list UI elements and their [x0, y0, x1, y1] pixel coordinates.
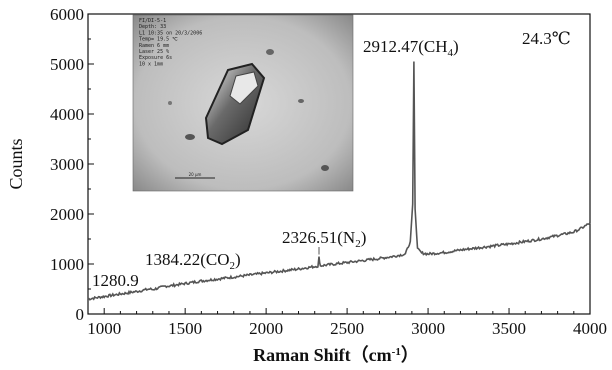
y-tick-label: 0: [76, 305, 85, 324]
inset-text-line: FI/DI-5-1: [139, 18, 166, 24]
peak-label-text: 1384.22(CO: [145, 250, 230, 269]
x-tick-label: 2000: [249, 319, 283, 338]
peak-label: 1384.22(CO2): [145, 250, 241, 272]
inset-text-line: Ramen 6 mm: [139, 43, 169, 49]
y-tick-label: 3000: [50, 155, 84, 174]
peak-label-text: 2912.47(CH: [363, 37, 448, 56]
x-tick-label: 2500: [330, 319, 364, 338]
y-axis-title: Counts: [6, 138, 26, 189]
peak-label: 1280.9: [92, 271, 139, 290]
y-tick-label: 6000: [50, 5, 84, 24]
x-tick-label: 3000: [411, 319, 445, 338]
peak-label-text: 1280.9: [92, 271, 139, 290]
inclusion-speck: [321, 165, 329, 171]
x-axis-title-sup: -1: [392, 346, 401, 358]
inset-text-line: 10 x 1mm: [139, 61, 163, 67]
spectrum-line: [87, 61, 591, 301]
peak-label-close: ): [235, 250, 241, 269]
y-tick-label: 1000: [50, 255, 84, 274]
vapor-bubble: [229, 71, 259, 105]
peak-label: 2326.51(N2): [282, 228, 366, 250]
x-tick-label: 1000: [87, 319, 121, 338]
inset-text-line: Exposure 6s: [139, 55, 172, 61]
peak-label-close: ): [361, 228, 367, 247]
inset-text-line: L1 10:35 on 20/3/2006: [139, 30, 202, 36]
x-tick-label: 3500: [492, 319, 526, 338]
y-tick-label: 5000: [50, 55, 84, 74]
inset-text-line: Laser 25 %: [139, 49, 169, 55]
peak-label: 2912.47(CH4): [363, 37, 459, 59]
x-axis-title-close: ）: [401, 345, 419, 365]
temperature-label: 24.3℃: [522, 29, 571, 48]
y-axis: 0 1000 2000 3000 4000 5000 6000: [50, 5, 94, 324]
inclusion-speck: [168, 101, 172, 105]
x-axis-title: Raman Shift（cm-1）: [253, 345, 419, 365]
peak-label-subscript: 2: [230, 260, 236, 272]
inclusion-speck: [185, 134, 195, 140]
x-tick-label: 4000: [573, 319, 607, 338]
peak-label-subscript: 2: [355, 238, 361, 250]
inclusion-speck: [298, 99, 304, 103]
peak-label-close: ): [453, 37, 459, 56]
inset-text-line: Depth: 33: [139, 24, 166, 30]
peak-annotations: 1280.91384.22(CO2)2326.51(N2)2912.47(CH4…: [92, 37, 459, 290]
peak-label-subscript: 4: [448, 47, 454, 59]
inset-text-line: Temp= 19.5 ℃: [139, 37, 178, 43]
y-tick-label: 2000: [50, 205, 84, 224]
inclusion-speck: [266, 49, 274, 55]
inset-scale-bar-label: 20 μm: [189, 172, 202, 177]
x-axis: 1000 1500 2000 2500 3000 3500 4000: [87, 308, 607, 338]
x-tick-label: 1500: [168, 319, 202, 338]
x-axis-title-text: Raman Shift（cm: [253, 345, 392, 365]
y-tick-label: 4000: [50, 105, 84, 124]
peak-label-text: 2326.51(N: [282, 228, 355, 247]
